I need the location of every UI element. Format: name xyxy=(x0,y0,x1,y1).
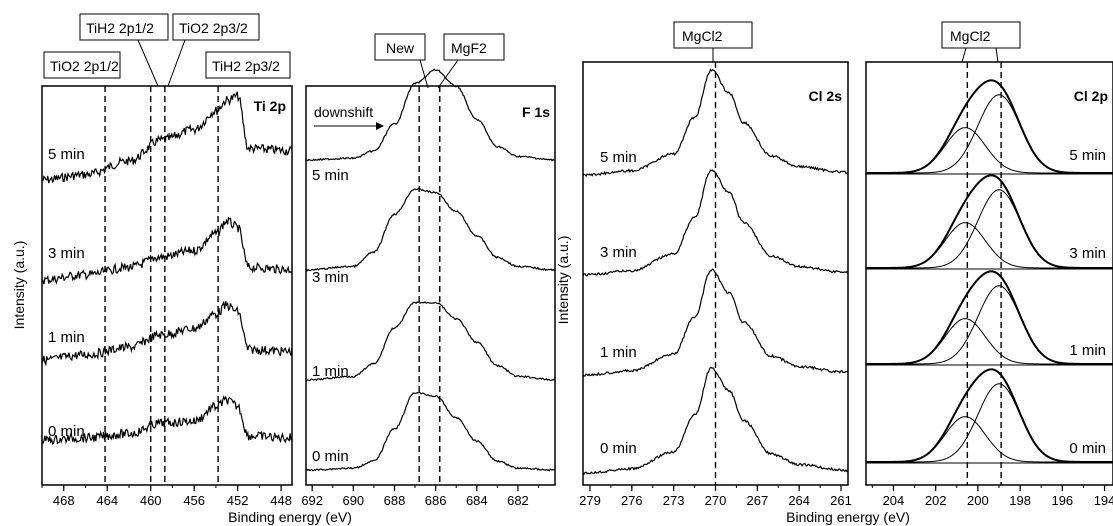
annotation-tio2-2p32-text: TiO2 2p3/2 xyxy=(179,20,248,36)
panel-f-1s: 692 690 688 686 684 682 5 min 3 min 1 min 0 min F … xyxy=(301,68,556,508)
spectrum-line xyxy=(582,366,849,476)
annotation-new-text: New xyxy=(386,40,415,56)
x-tick-label: 686 xyxy=(425,493,447,508)
annotation-mgf2-text: MgF2 xyxy=(451,40,487,56)
spectrum-line xyxy=(305,301,556,382)
panel-title: F 1s xyxy=(522,104,550,120)
panel-cl-2s: 279 276 273 270 267 264 261 5 min 3 min 1 min 0 mi… xyxy=(579,61,852,508)
fit-component xyxy=(866,383,1113,463)
x-tick-label: 196 xyxy=(1051,493,1073,508)
spectrum-line xyxy=(582,169,849,277)
panel-frame xyxy=(865,61,1113,486)
panel-title: Cl 2s xyxy=(809,88,843,104)
series-label: 0 min xyxy=(1069,440,1106,457)
series-label: 1 min xyxy=(48,329,85,346)
x-axis-label-left: Binding energy (eV) xyxy=(228,509,352,525)
spectrum-line xyxy=(41,91,293,184)
x-tick-label: 464 xyxy=(96,493,118,508)
x-tick-label: 198 xyxy=(1009,493,1031,508)
panel-frame xyxy=(41,85,293,486)
panel-title: Cl 2p xyxy=(1074,88,1108,104)
series-label: 1 min xyxy=(600,344,637,361)
series-label: 0 min xyxy=(48,423,85,440)
panel-ti-2p: 468 464 460 456 452 448 5 min 3 min 1 min 0 min Ti… xyxy=(41,85,293,508)
x-tick-label: 276 xyxy=(621,493,643,508)
fit-component xyxy=(866,189,1113,269)
x-tick-label: 270 xyxy=(705,493,727,508)
x-tick-label: 194 xyxy=(1094,493,1113,508)
x-tick-label: 200 xyxy=(967,493,989,508)
series-label: 5 min xyxy=(600,149,637,166)
spectrum-line xyxy=(305,187,556,272)
annotation-mgcl2-2p-text: MgCl2 xyxy=(950,28,991,44)
panel-cl-2p: 204 202 200 198 196 194 5 min 3 min 1 min 0 min Cl… xyxy=(865,61,1113,508)
series-label: 3 min xyxy=(600,244,637,261)
x-tick-label: 460 xyxy=(140,493,162,508)
x-tick-label: 448 xyxy=(270,493,292,508)
x-tick-label: 690 xyxy=(342,493,364,508)
series-label: 0 min xyxy=(312,448,349,465)
annotation-downshift: downshift xyxy=(314,104,373,120)
annotation-tio2-2p12: TiO2 2p1/2 xyxy=(43,51,121,79)
x-tick-label: 692 xyxy=(301,493,323,508)
spectrum-line xyxy=(41,300,293,367)
series-label: 1 min xyxy=(1069,342,1106,359)
series-label: 3 min xyxy=(1069,245,1106,262)
x-tick-label: 468 xyxy=(53,493,75,508)
annotation-leader-mgcl2-2p-b xyxy=(995,47,999,63)
annotation-mgcl2-2p: MgCl2 xyxy=(941,21,1021,49)
fit-component xyxy=(866,285,1113,365)
annotation-new: New xyxy=(374,33,426,61)
x-tick-label: 688 xyxy=(384,493,406,508)
series-label: 3 min xyxy=(48,245,85,262)
x-tick-label: 204 xyxy=(883,493,905,508)
x-tick-label: 279 xyxy=(579,493,601,508)
annotation-tio2-2p12-text: TiO2 2p1/2 xyxy=(50,58,119,74)
annotation-leader-mgcl2-2p-a xyxy=(961,47,967,63)
annotation-leader-tih2 xyxy=(137,39,159,87)
fit-component xyxy=(866,94,1113,174)
x-tick-label: 682 xyxy=(507,493,529,508)
x-tick-label: 261 xyxy=(830,493,852,508)
x-tick-label: 684 xyxy=(466,493,488,508)
series-label: 5 min xyxy=(1069,147,1106,164)
x-tick-label: 456 xyxy=(183,493,205,508)
annotation-mgcl2-2s: MgCl2 xyxy=(673,21,753,49)
spectrum-line xyxy=(582,68,849,178)
series-label: 1 min xyxy=(312,363,349,380)
spectrum-line xyxy=(305,68,556,162)
annotation-mgcl2-2s-text: MgCl2 xyxy=(682,28,723,44)
panel-frame xyxy=(305,85,556,486)
x-axis-label-right: Binding energy (eV) xyxy=(786,509,910,525)
annotation-leader-new xyxy=(419,59,429,89)
y-axis-label-right: Intensity (a.u.) xyxy=(555,236,571,325)
annotation-tih2-2p12: TiH2 2p1/2 xyxy=(79,13,169,41)
spectrum-line xyxy=(41,395,293,445)
annotation-mgf2: MgF2 xyxy=(443,33,505,61)
spectrum-line xyxy=(582,268,849,377)
series-label: 3 min xyxy=(312,269,349,286)
annotation-tih2-2p32: TiH2 2p3/2 xyxy=(205,51,291,79)
series-label: 5 min xyxy=(48,146,85,163)
x-tick-label: 202 xyxy=(925,493,947,508)
series-label: 5 min xyxy=(312,167,349,184)
x-tick-label: 267 xyxy=(746,493,768,508)
x-tick-label: 452 xyxy=(227,493,249,508)
x-tick-label: 273 xyxy=(663,493,685,508)
annotation-tih2-2p32-text: TiH2 2p3/2 xyxy=(212,58,280,74)
annotation-leader-tio2 xyxy=(167,39,186,87)
downshift-arrowhead xyxy=(376,122,384,130)
series-label: 0 min xyxy=(600,440,637,457)
annotation-tih2-2p12-text: TiH2 2p1/2 xyxy=(86,20,154,36)
annotation-leader-mgf2 xyxy=(437,59,459,89)
spectrum-line xyxy=(41,216,293,285)
x-tick-label: 264 xyxy=(788,493,810,508)
y-axis-label-left: Intensity (a.u.) xyxy=(11,241,27,330)
annotation-tio2-2p32: TiO2 2p3/2 xyxy=(172,13,260,41)
panel-title: Ti 2p xyxy=(254,98,286,114)
spectrum-line xyxy=(305,391,556,472)
